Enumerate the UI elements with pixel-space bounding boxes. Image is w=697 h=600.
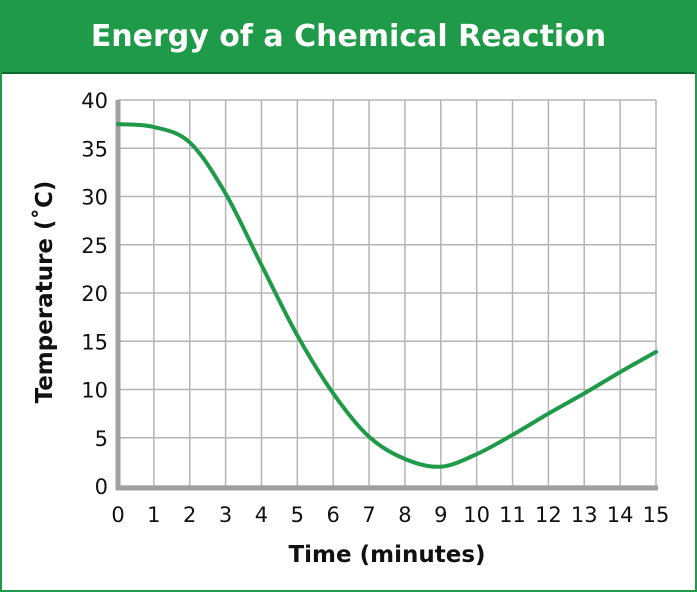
y-tick-label: 0	[95, 475, 108, 499]
x-tick-label: 6	[327, 503, 340, 527]
x-tick-label: 5	[291, 503, 304, 527]
x-tick-label: 14	[607, 503, 634, 527]
y-tick-label: 35	[81, 137, 108, 161]
grid	[117, 99, 657, 487]
y-tick-label: 25	[81, 234, 108, 258]
y-tick-label: 20	[81, 282, 108, 306]
x-tick-label: 2	[183, 503, 196, 527]
chart-title: Energy of a Chemical Reaction	[2, 2, 695, 72]
x-tick-label: 0	[111, 503, 124, 527]
x-tick-label: 3	[219, 503, 232, 527]
x-tick-label: 9	[434, 503, 447, 527]
x-tick-label: 4	[255, 503, 268, 527]
temperature-line	[116, 122, 658, 469]
x-tick-label: 10	[463, 503, 490, 527]
x-axis-label: Time (minutes)	[288, 542, 485, 568]
x-tick-label: 7	[362, 503, 375, 527]
y-axis-label: Temperature (˚C)	[31, 181, 58, 404]
y-tick-label: 15	[81, 330, 108, 354]
x-tick-label: 8	[398, 503, 411, 527]
x-tick-label: 11	[499, 503, 526, 527]
x-tick-label: 1	[147, 503, 160, 527]
y-tick-label: 40	[81, 89, 108, 113]
title-divider	[2, 72, 695, 74]
y-tick-label: 5	[95, 427, 108, 451]
x-tick-label: 15	[643, 503, 670, 527]
axes	[115, 100, 658, 491]
y-tick-label: 10	[81, 379, 108, 403]
x-tick-label: 12	[535, 503, 562, 527]
x-tick-label: 13	[571, 503, 598, 527]
y-tick-label: 30	[81, 186, 108, 210]
